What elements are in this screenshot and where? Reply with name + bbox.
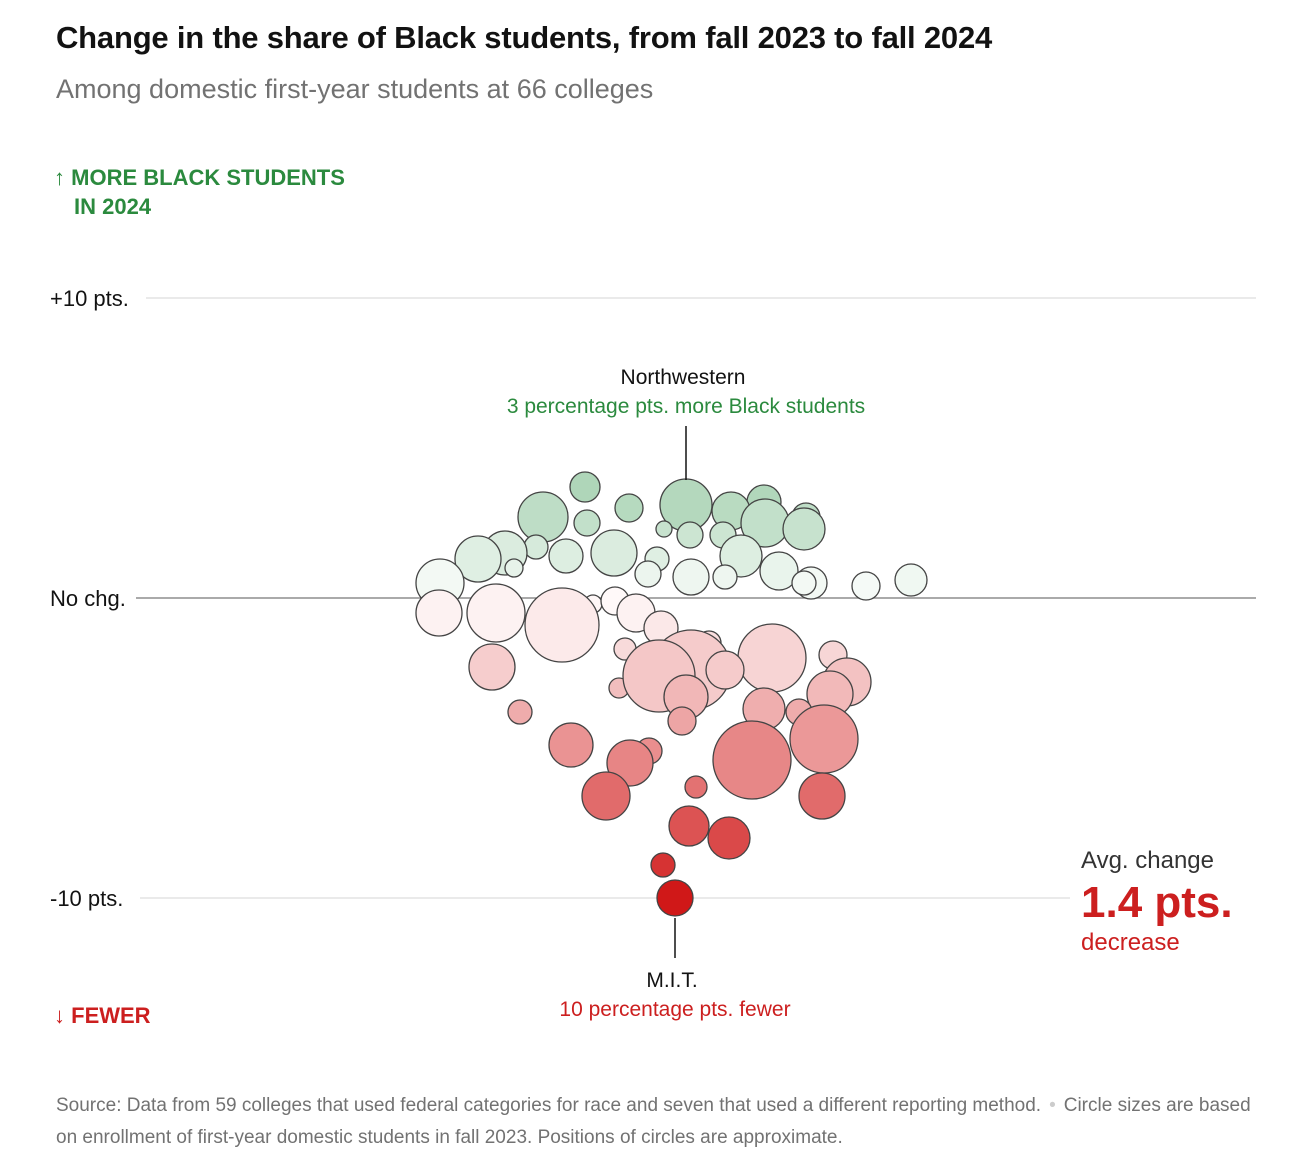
college-circle [676, 521, 704, 549]
y-tick-label: -10 pts. [50, 886, 123, 911]
mit-name: M.I.T. [646, 969, 697, 992]
college-circle [737, 623, 807, 693]
college-circle [523, 534, 549, 560]
college-circle [705, 650, 745, 690]
college-circle [656, 879, 694, 917]
college-circle [798, 772, 846, 820]
avg-change-value: 1.4 pts. [1081, 878, 1233, 927]
avg-change-key: Avg. change [1081, 847, 1214, 874]
arrow-down-icon: ↓ [54, 1003, 65, 1028]
arrow-up-icon: ↑ [54, 165, 65, 190]
college-circle [548, 538, 584, 574]
college-circle [894, 563, 928, 597]
y-tick-label: No chg. [50, 586, 126, 611]
college-circle [712, 720, 792, 800]
college-circle [415, 589, 463, 637]
northwestern-note: 3 percentage pts. more Black students [507, 395, 865, 418]
college-circle [466, 583, 526, 643]
up-label-line2: IN 2024 [74, 194, 152, 219]
mit-note: 10 percentage pts. fewer [559, 998, 790, 1021]
more-black-students-label: ↑ MORE BLACK STUDENTS IN 2024 [54, 163, 345, 221]
college-circle [468, 643, 516, 691]
avg-change-direction: decrease [1081, 929, 1180, 956]
college-circle [606, 739, 654, 787]
size-note: Circle sizes are based on enrollment of … [56, 1095, 1251, 1148]
northwestern-name: Northwestern [621, 366, 746, 389]
college-circle [851, 571, 881, 601]
source-note: Source: Data from 59 colleges that used … [56, 1095, 1042, 1116]
college-circle [504, 558, 524, 578]
college-circle [548, 722, 594, 768]
college-circle [569, 471, 601, 503]
chart-title: Change in the share of Black students, f… [56, 20, 993, 55]
college-circle [507, 699, 533, 725]
chart-subtitle: Among domestic first-year students at 66… [56, 74, 654, 104]
college-circle [573, 509, 601, 537]
y-tick-label: +10 pts. [50, 286, 129, 311]
college-circle [454, 535, 502, 583]
college-circle [650, 852, 676, 878]
separator-dot-icon: • [1049, 1095, 1056, 1116]
college-circle [581, 771, 631, 821]
college-circle [655, 520, 673, 538]
college-circle [782, 507, 826, 551]
college-circle [667, 706, 697, 736]
college-circle [712, 564, 738, 590]
college-circle [707, 816, 751, 860]
avg-change-callout: Avg. change 1.4 pts. decrease [1081, 847, 1233, 957]
college-circle [590, 529, 638, 577]
chart-footer: Source: Data from 59 colleges that used … [56, 1090, 1256, 1154]
college-circle [684, 775, 708, 799]
college-circle [634, 560, 662, 588]
college-circle [759, 551, 799, 591]
college-circle [517, 491, 569, 543]
down-label-text: FEWER [71, 1003, 151, 1028]
fewer-label: ↓ FEWER [54, 1003, 151, 1029]
college-circle [614, 493, 644, 523]
college-circle [668, 805, 710, 847]
college-circle [789, 704, 859, 774]
college-circle [672, 558, 710, 596]
college-circle [524, 587, 600, 663]
up-label-line1: MORE BLACK STUDENTS [71, 165, 345, 190]
college-circle [791, 570, 817, 596]
